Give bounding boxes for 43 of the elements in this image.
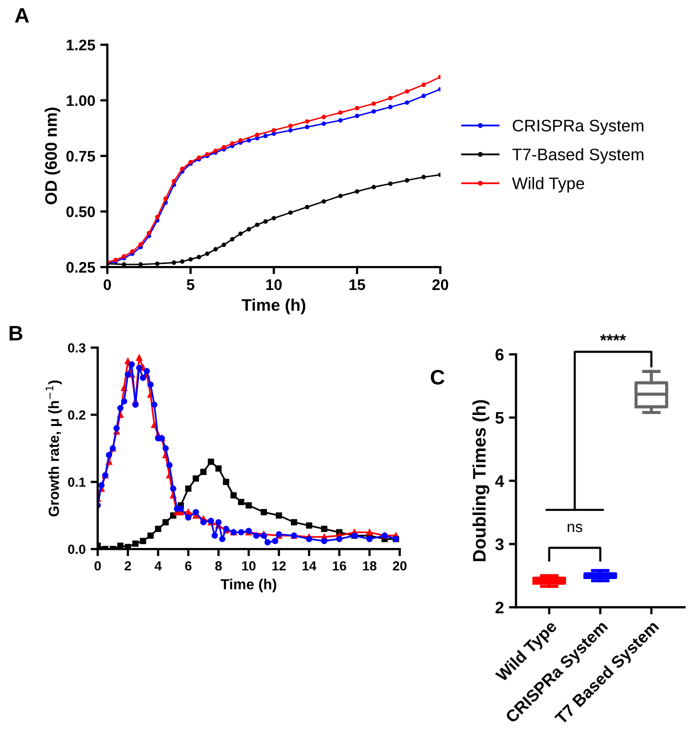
y-axis-title: Doubling Times (h) [472, 400, 490, 562]
x-tick-label: 16 [332, 561, 346, 571]
x-tick-label: 20 [432, 279, 448, 290]
y-tick-label: 0.3 [68, 343, 86, 353]
y-tick-label: 0.0 [68, 544, 86, 554]
y-tick-label: 0.50 [66, 206, 95, 218]
x-tick-label: 10 [266, 279, 282, 290]
x-tick-label: 8 [215, 561, 222, 571]
x-tick-label: 14 [302, 561, 316, 570]
y-tick-label: 0.2 [68, 410, 86, 420]
y-tick-label: 1.00 [66, 95, 95, 106]
x-tick-label: 6 [185, 561, 192, 571]
y-tick-label: 5 [495, 412, 504, 424]
x-tick-label: 5 [186, 279, 194, 290]
text: **** [600, 334, 626, 341]
legend-label: Wild Type [512, 177, 584, 193]
y-axis-title: Growth rate, μ (h$^{−1}$) [46, 380, 62, 516]
y-tick-label: 0.25 [66, 262, 96, 273]
y-tick-label: 3 [495, 538, 504, 550]
x-tick-label: 4 [154, 561, 162, 570]
y-axis-title: OD (600 nm) [44, 108, 60, 204]
x-tick-label: 10 [242, 561, 256, 571]
x-tick-label: 0 [104, 279, 111, 290]
chart-title: A [14, 8, 29, 23]
x-tick-label: 15 [350, 279, 366, 290]
legend-label: CRISPRa System [512, 120, 644, 135]
legend-label: T7-Based System [512, 148, 644, 164]
annotation: ns [568, 524, 582, 532]
y-tick-label: 2 [496, 602, 504, 614]
y-tick-label: 0.1 [68, 477, 86, 487]
y-tick-label: 1.25 [66, 40, 96, 50]
x-tick-label: 0 [94, 561, 101, 571]
y-tick-label: 6 [496, 348, 504, 361]
x-tick-label: 2 [124, 561, 132, 570]
x-tick-label: 12 [272, 561, 286, 570]
y-tick-label: 0.75 [66, 150, 96, 162]
x-tick-label: 18 [363, 561, 376, 571]
y-tick-label: 4 [495, 475, 504, 487]
x-axis-title: Time (h) [242, 298, 306, 314]
x-tick-label: 20 [392, 561, 407, 571]
x-axis-title: Time (h) [220, 578, 276, 592]
chart-title: B [10, 326, 22, 340]
text: C [430, 370, 444, 385]
